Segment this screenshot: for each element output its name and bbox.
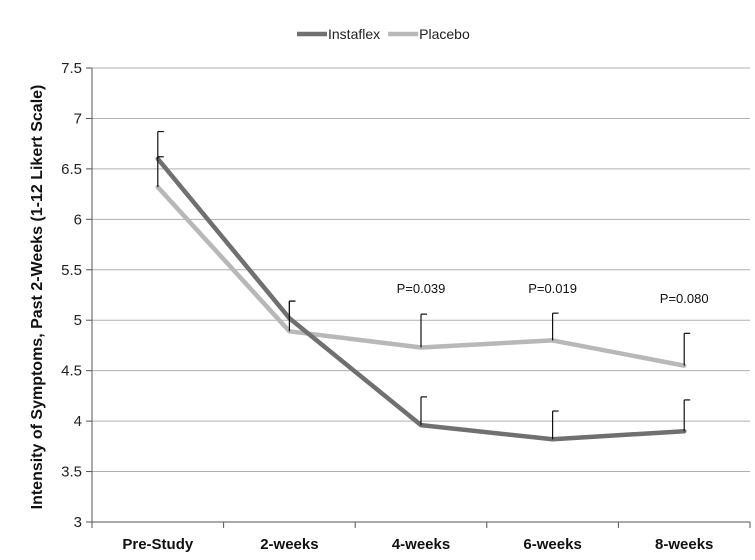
x-axis: Pre-Study 2-weeks 4-weeks 6-weeks 8-weeks [91,68,751,553]
y-tick-label: 3.5 [61,464,82,481]
y-axis-label: Intensity of Symptoms, Past 2-Weeks (1-1… [29,85,46,510]
x-tick-label: 6-weeks [523,536,581,553]
y-tick-label: 6 [74,211,82,228]
y-tick-label: 5 [74,312,82,329]
y-tick-label: 6.5 [61,161,82,178]
y-tick-label: 7.5 [61,60,82,77]
y-tick-label: 4 [74,413,82,430]
annotations: P=0.039 P=0.019 P=0.080 [397,281,709,306]
y-tick-labels: 3 3.5 4 4.5 5 5.5 6 6.5 7 7.5 [61,60,82,531]
x-tick-label: 8-weeks [655,536,713,553]
legend: Instaflex Placebo [297,26,470,42]
p-value-annotation: P=0.039 [397,281,446,296]
series-lines [155,130,691,442]
p-value-annotation: P=0.019 [528,281,577,296]
y-tick-label: 5.5 [61,262,82,279]
legend-label-instaflex: Instaflex [328,26,380,42]
x-tick-label: 4-weeks [392,536,450,553]
y-tick-label: 3 [74,514,82,531]
p-value-annotation: P=0.080 [660,291,709,306]
y-tick-label: 7 [74,110,82,127]
legend-label-placebo: Placebo [419,26,470,42]
x-tick-label: Pre-Study [122,536,194,553]
x-tick-label: 2-weeks [260,536,318,553]
y-tick-label: 4.5 [61,363,82,380]
